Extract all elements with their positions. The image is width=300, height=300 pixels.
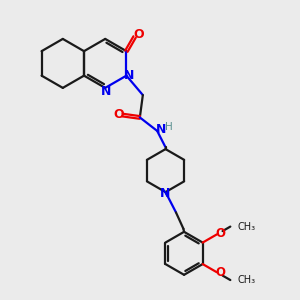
Text: O: O <box>215 266 226 279</box>
Text: N: N <box>124 69 135 82</box>
Text: N: N <box>156 124 166 136</box>
Text: N: N <box>100 85 111 98</box>
Text: O: O <box>133 28 144 41</box>
Text: O: O <box>113 108 124 121</box>
Text: H: H <box>165 122 172 132</box>
Text: CH₃: CH₃ <box>238 275 256 285</box>
Text: CH₃: CH₃ <box>238 222 256 232</box>
Text: N: N <box>160 187 171 200</box>
Text: O: O <box>215 227 226 240</box>
